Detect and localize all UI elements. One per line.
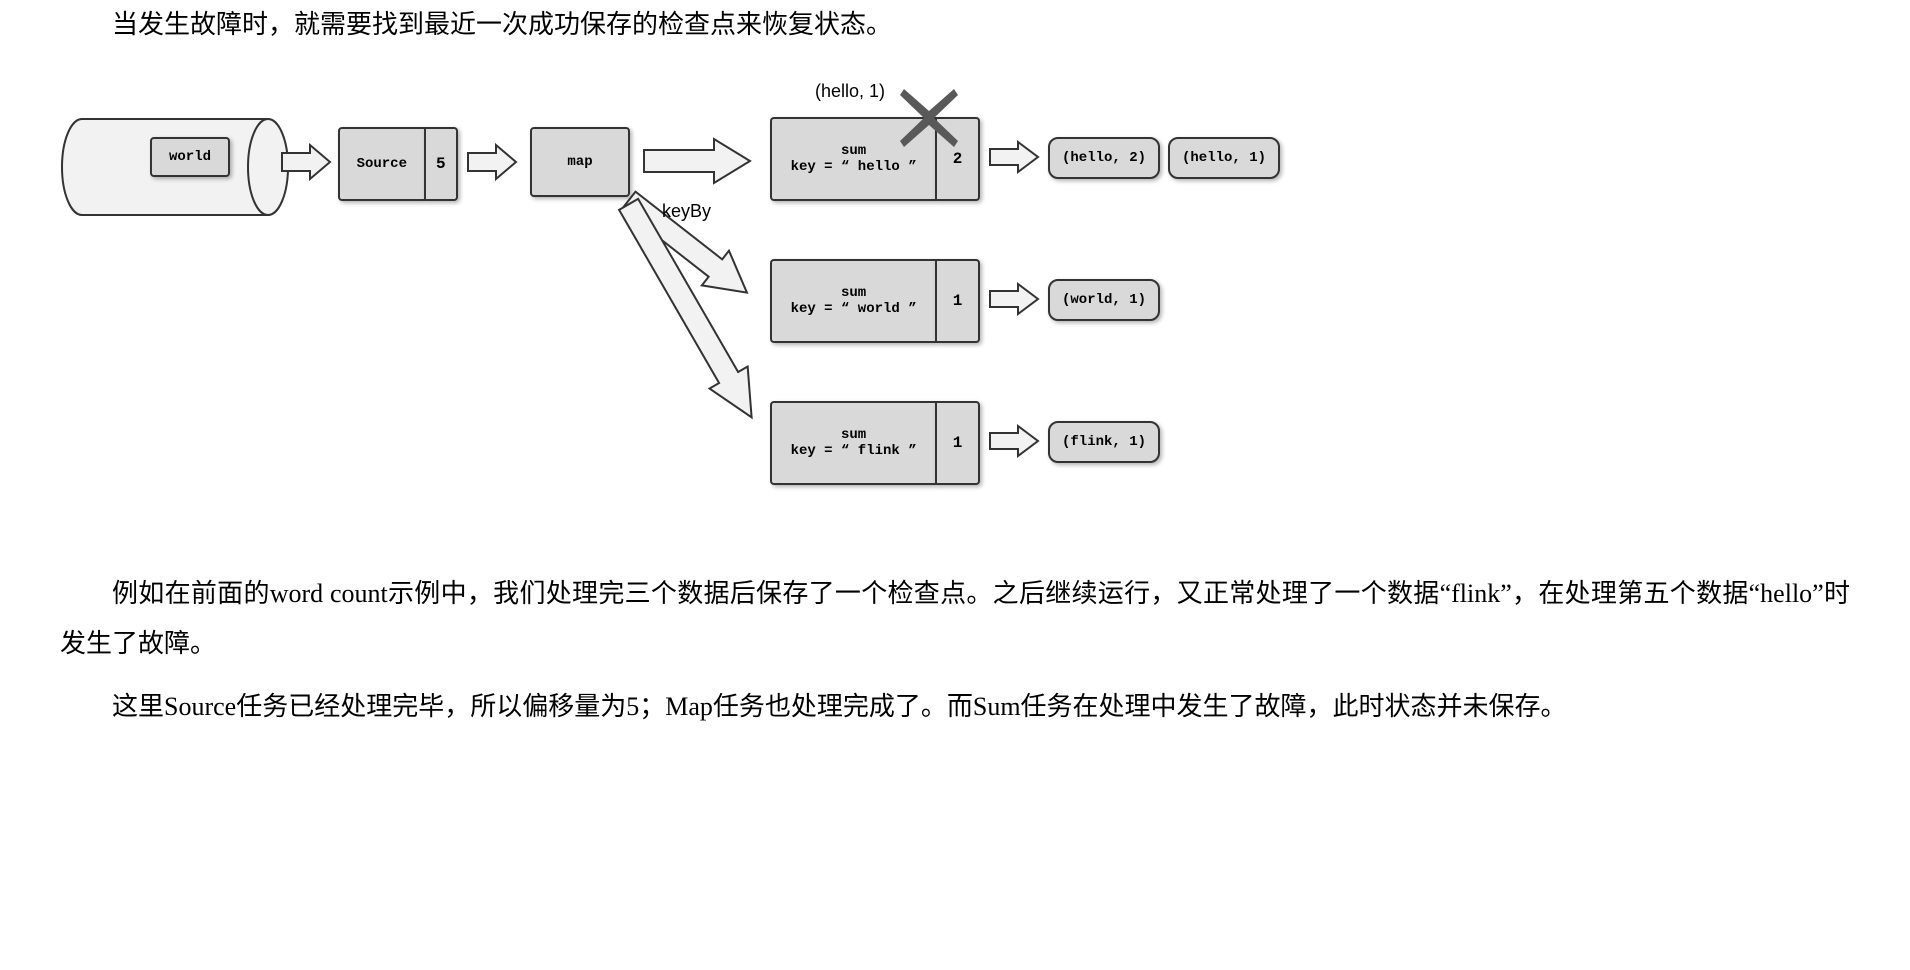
sum-key: key = “ flink ” <box>791 443 917 459</box>
arrow-sum1-out <box>990 142 1038 172</box>
paragraph-3: 这里Source任务已经处理完毕，所以偏移量为5；Map任务也处理完成了。而Su… <box>0 682 1910 731</box>
sum-title: sum <box>841 143 866 159</box>
sum-count: 1 <box>953 434 963 452</box>
output-world-1: (world, 1) <box>1048 279 1160 321</box>
output-flink-1: (flink, 1) <box>1048 421 1160 463</box>
arrow-map-to-sum1 <box>644 139 750 183</box>
arrow-sum3-out <box>990 426 1038 456</box>
arrow-sum2-out <box>990 284 1038 314</box>
failure-cross-icon <box>900 89 958 147</box>
sum-count: 2 <box>953 150 963 168</box>
arrow-cyl-to-source <box>282 145 330 179</box>
sum-key: key = “ hello ” <box>791 159 917 175</box>
world-item-box: world <box>150 137 230 177</box>
world-label: world <box>169 149 211 165</box>
source-offset: 5 <box>436 155 446 173</box>
output-hello-2: (hello, 2) <box>1048 137 1160 179</box>
flink-checkpoint-diagram: world Source 5 map keyBy (hello, 1) <box>60 69 1460 529</box>
sum-count: 1 <box>953 292 963 310</box>
source-label: Source <box>357 156 407 172</box>
sum-title: sum <box>841 427 866 443</box>
map-box: map <box>530 127 630 197</box>
sum-key: key = “ world ” <box>791 301 917 317</box>
paragraph-2: 例如在前面的word count示例中，我们处理完三个数据后保存了一个检查点。之… <box>0 569 1910 668</box>
sum-box-flink: sum key = “ flink ” 1 <box>770 401 980 481</box>
keyby-label: keyBy <box>662 201 711 222</box>
sum-title: sum <box>841 285 866 301</box>
output-hello-1: (hello, 1) <box>1168 137 1280 179</box>
sum-box-world: sum key = “ world ” 1 <box>770 259 980 339</box>
arrow-source-to-map <box>468 145 516 179</box>
tuple-label: (hello, 1) <box>815 81 885 102</box>
source-box: Source 5 <box>338 127 458 197</box>
paragraph-1: 当发生故障时，就需要找到最近一次成功保存的检查点来恢复状态。 <box>0 0 1910 49</box>
map-label: map <box>567 154 592 170</box>
